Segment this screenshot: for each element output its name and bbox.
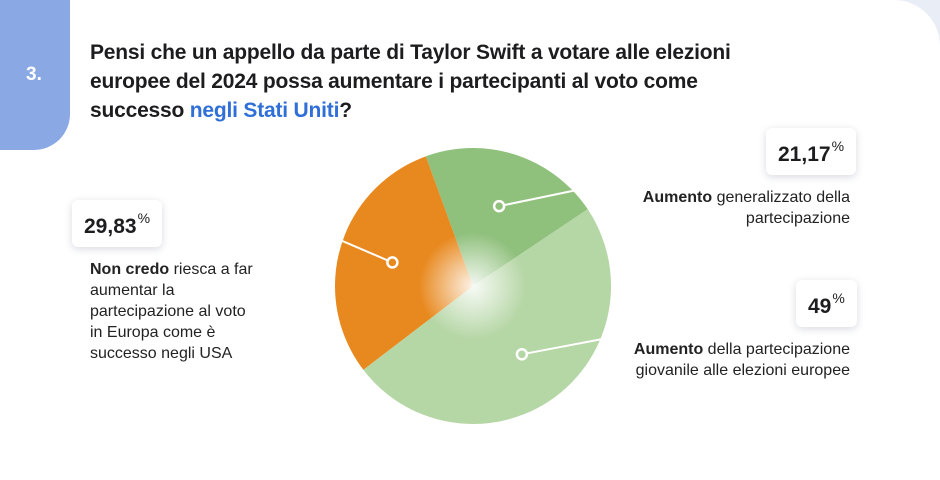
- title-main: Pensi che un appello da parte di Taylor …: [90, 41, 731, 122]
- pie-outline: [331, 144, 615, 428]
- title-end: ?: [339, 99, 352, 122]
- leader-line-slice-0: [498, 149, 771, 208]
- legend-bold-slice-2: Non credo: [90, 261, 170, 278]
- legend-label-slice-0: Aumento generalizzato della partecipazio…: [600, 187, 850, 229]
- legend-bold-slice-0: Aumento: [642, 189, 713, 206]
- legend-text-slice-2: riesca a far aumentar la partecipazione …: [90, 261, 253, 362]
- legend-label-slice-2: Non credo riesca a far aumentar la parte…: [90, 259, 262, 364]
- value-box-slice-0: 21,17%: [766, 128, 857, 175]
- value-label-slice-1: 49: [808, 295, 832, 318]
- legend-text-slice-0: generalizzato della partecipazione: [712, 189, 850, 227]
- value-label-slice-2: 29,83: [84, 215, 137, 238]
- unit-label-slice-1: %: [832, 290, 845, 306]
- unit-label-slice-0: %: [831, 138, 845, 154]
- legend-text-slice-1: della partecipazione giovanile alle elez…: [635, 341, 850, 379]
- value-box-slice-2: 29,83%: [72, 200, 163, 247]
- unit-label-slice-2: %: [137, 210, 151, 226]
- leader-dot-slice-0: [492, 199, 506, 213]
- leader-dot-slice-1: [515, 348, 529, 361]
- value-box-slice-1: 49%: [796, 280, 857, 327]
- value-label-slice-0: 21,17: [778, 143, 831, 166]
- question-number-badge: 3.: [0, 0, 70, 150]
- legend-bold-slice-1: Aumento: [633, 341, 704, 358]
- leader-line-slice-1: [521, 301, 799, 356]
- pie-center-highlight: [383, 196, 563, 376]
- legend-label-slice-1: Aumento della partecipazione giovanile a…: [630, 339, 850, 381]
- leader-line-slice-2: [179, 213, 393, 264]
- leader-dot-slice-2: [386, 256, 399, 269]
- question-number: 3.: [26, 64, 42, 85]
- question-title: Pensi che un appello da parte di Taylor …: [90, 38, 790, 125]
- title-highlight: negli Stati Uniti: [189, 99, 340, 122]
